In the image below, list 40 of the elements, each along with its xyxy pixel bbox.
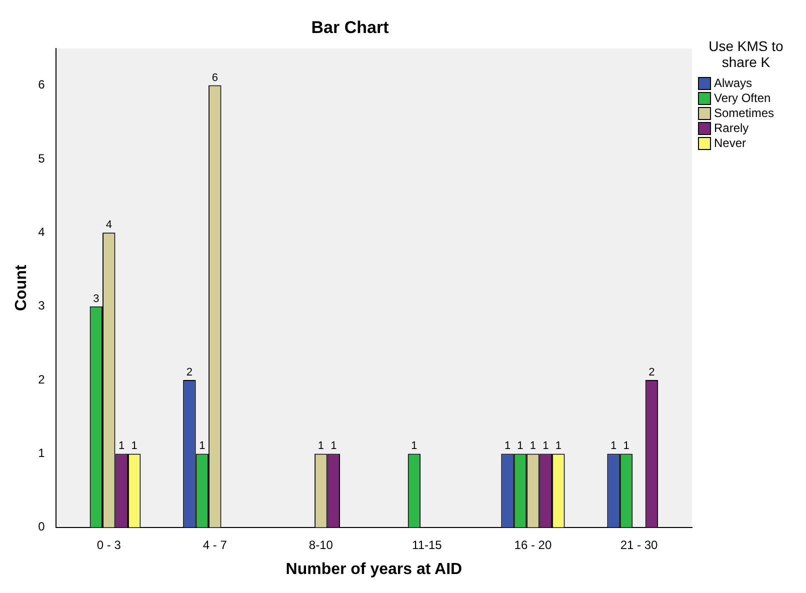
data-label: 1 [555,440,562,452]
x-tick-label: 8-10 [308,538,334,552]
data-label: 3 [93,292,100,305]
data-label: 6 [212,72,218,84]
data-label: 1 [330,440,337,452]
y-axis-title: Count [13,264,30,311]
data-label: 1 [504,440,511,452]
x-tick-label: 11-15 [412,538,442,552]
data-label: 1 [530,440,536,452]
data-label: 1 [131,440,138,452]
legend-label: Always [714,76,752,91]
y-tick-label: 0 [38,520,46,534]
legend-label: Rarely [714,121,749,136]
x-axis-title: Number of years at AID [286,560,462,578]
data-label: 1 [118,440,125,452]
x-tick-label: 21 - 30 [620,538,658,552]
y-tick-label: 2 [38,372,46,386]
y-tick-label: 5 [38,151,46,166]
x-tick-label: 0 - 3 [96,538,122,552]
data-label: 1 [610,440,617,452]
data-label: 1 [318,440,324,452]
data-label: 2 [648,366,655,379]
y-tick-label: 1 [38,446,46,460]
legend-label: Never [714,136,746,151]
x-tick-label: 16 - 20 [514,538,552,552]
data-label: 1 [411,440,418,452]
legend-label: Very Often [714,91,771,106]
data-label: 2 [186,366,193,379]
data-label: 1 [517,440,524,452]
y-tick-label: 3 [38,298,46,313]
y-tick-label: 6 [38,78,46,92]
chart-title: Bar Chart [311,18,390,37]
x-tick-label: 4 - 7 [202,538,228,552]
legend-label: Sometimes [714,106,774,121]
data-label: 1 [542,440,549,452]
legend-title: Use KMS to share K [708,38,784,70]
data-label: 4 [106,219,112,232]
data-label: 1 [199,440,206,452]
data-label: 1 [623,440,630,452]
y-tick-label: 4 [38,224,46,239]
